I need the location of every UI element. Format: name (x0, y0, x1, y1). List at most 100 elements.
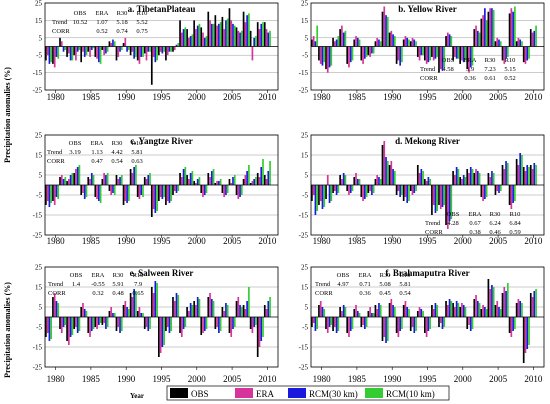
y-tick-label: -25 (33, 232, 43, 240)
bar-obs-2008 (515, 303, 518, 317)
bar-rcm-30-km--1997 (441, 317, 444, 329)
bar-obs-1989 (115, 317, 118, 331)
bar-rcm-10-km--1998 (450, 301, 453, 317)
bar-era-2004 (223, 29, 225, 47)
bar-era-1994 (152, 46, 155, 57)
bar-era-1993 (145, 317, 148, 327)
y-tick-label: 25 (35, 132, 43, 140)
bar-era-2002 (475, 25, 477, 47)
bar-obs-2001 (200, 27, 203, 47)
bar-obs-2010 (263, 175, 266, 185)
bar-rcm-30-km--1980 (321, 46, 324, 66)
bar-obs-1981 (325, 185, 327, 199)
bar-era-1997 (439, 185, 442, 209)
bar-obs-1996 (431, 305, 433, 317)
stats-trend-value: 5.18 (116, 19, 127, 26)
bar-rcm-10-km--1998 (184, 167, 187, 185)
bar-rcm-10-km--1981 (64, 46, 67, 50)
x-tick-label: 1980 (47, 374, 66, 384)
y-tick-label: 25 (301, 132, 309, 140)
bar-era-1979 (46, 185, 49, 201)
bar-rcm-30-km--2006 (239, 185, 241, 197)
bar-era-1989 (383, 6, 386, 47)
bar-rcm-30-km--2005 (232, 317, 234, 329)
stats-corr-value: 0.47 (91, 158, 103, 165)
bar-era-1983 (75, 169, 77, 185)
bar-obs-1994 (416, 165, 419, 185)
bar-era-1982 (333, 185, 336, 191)
bar-rcm-10-km--1985 (92, 46, 95, 49)
bar-rcm-30-km--2004 (225, 20, 227, 47)
bar-obs-2008 (515, 159, 518, 185)
bar-obs-1996 (165, 46, 167, 61)
bar-era-1994 (418, 173, 421, 185)
bar-rcm-10-km--1979 (50, 317, 53, 339)
bar-era-1998 (446, 305, 449, 317)
y-tick-label: -15 (299, 69, 309, 77)
bar-rcm-10-km--1991 (135, 291, 137, 317)
bar-obs-1983 (339, 29, 341, 47)
bar-obs-2009 (522, 46, 525, 63)
bar-rcm-10-km--2007 (514, 6, 516, 47)
y-tick-label: 5 (39, 34, 43, 42)
bar-rcm-30-km--1995 (427, 317, 430, 331)
bar-rcm-10-km--1997 (443, 185, 446, 205)
bar-obs-1991 (395, 317, 398, 333)
x-tick-label: 2000 (454, 374, 473, 384)
bar-rcm-10-km--2004 (226, 18, 229, 47)
bar-rcm-10-km--1993 (415, 41, 417, 47)
bar-rcm-10-km--1987 (106, 317, 109, 327)
panel-title: a. TibetanPlateau (128, 4, 196, 14)
bar-era-1995 (425, 46, 428, 64)
stats-corr-value: 0.32 (92, 290, 103, 297)
stats-trend-value: 3.19 (69, 149, 80, 156)
legend-label: ERA (256, 389, 275, 399)
bar-era-1997 (439, 317, 442, 323)
bar-era-1991 (131, 173, 134, 185)
stats-corr-value: 0.74 (116, 28, 128, 35)
bar-era-1994 (152, 185, 155, 209)
bar-era-2001 (468, 46, 470, 73)
bar-rcm-30-km--2001 (203, 37, 206, 47)
bar-obs-1987 (367, 185, 370, 193)
bar-era-2002 (209, 293, 211, 317)
stats-header: OBS (447, 211, 460, 218)
bar-obs-1982 (66, 46, 68, 57)
bar-rcm-30-km--2007 (246, 171, 248, 185)
bar-era-1999 (454, 46, 456, 57)
bar-rcm-30-km--1997 (175, 185, 178, 193)
bar-obs-1997 (172, 297, 174, 317)
bar-obs-2000 (193, 301, 195, 317)
bar-era-1990 (124, 37, 127, 47)
bar-era-1986 (362, 317, 364, 325)
bar-rcm-10-km--1984 (351, 185, 354, 191)
bar-rcm-10-km--1985 (358, 39, 361, 47)
bar-era-1981 (60, 41, 63, 47)
bar-rcm-10-km--2009 (262, 317, 264, 337)
y-axis-label-top: Precipitation anomalies (%) (3, 67, 12, 163)
bar-obs-1982 (66, 181, 68, 185)
bar-rcm-30-km--2009 (526, 317, 529, 349)
bar-rcm-30-km--1982 (335, 185, 338, 195)
bar-obs-2000 (459, 46, 461, 64)
bar-obs-1987 (367, 311, 370, 317)
bar-era-2001 (468, 317, 470, 325)
bar-era-1987 (103, 46, 105, 56)
bar-obs-2006 (235, 185, 238, 195)
bar-rcm-30-km--2002 (476, 171, 479, 185)
stats-trend-value: 4.28 (447, 220, 458, 227)
bar-obs-1990 (388, 32, 391, 47)
legend-label: RCM(10 km) (386, 389, 435, 399)
bar-obs-1999 (452, 46, 454, 61)
bar-obs-2009 (256, 173, 259, 185)
bar-obs-2007 (242, 179, 245, 185)
bar-rcm-10-km--1994 (422, 46, 424, 56)
bar-era-1988 (110, 307, 113, 317)
legend-label: OBS (191, 389, 209, 399)
bar-rcm-30-km--2003 (218, 181, 220, 185)
bar-era-1979 (312, 317, 315, 323)
bar-rcm-30-km--2001 (203, 185, 206, 195)
x-tick-label: 1995 (419, 92, 438, 102)
bar-rcm-10-km--1998 (184, 27, 187, 47)
stats-header: OBS (442, 57, 455, 64)
